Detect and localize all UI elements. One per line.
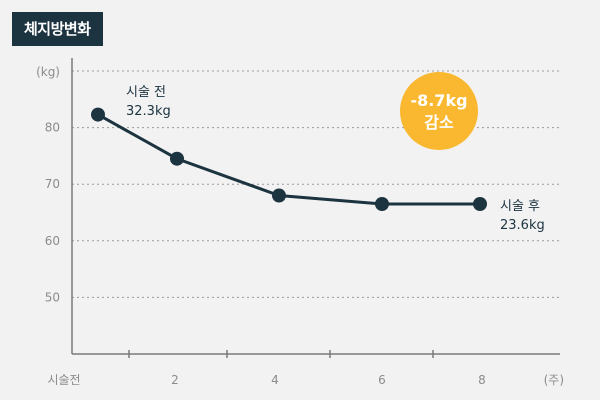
end-annotation-label: 시술 후 <box>500 199 540 214</box>
x-tick-label: 2 <box>171 373 179 387</box>
x-tick-label: 6 <box>378 373 386 387</box>
x-tick-label: 8 <box>478 373 486 387</box>
data-point <box>91 107 105 122</box>
x-unit-label: (주) <box>544 373 564 387</box>
y-tick-label: 80 <box>45 121 60 135</box>
chart-title: 체지방변화 <box>12 12 103 46</box>
data-points <box>91 107 487 212</box>
y-tick-label: 50 <box>45 290 60 304</box>
y-tick-labels: 50 60 70 80 <box>45 121 60 305</box>
y-tick-label: 60 <box>45 234 60 248</box>
end-annotation-value: 23.6kg <box>500 218 545 233</box>
start-annotation-label: 시술 전 <box>126 85 166 100</box>
data-point <box>170 151 184 166</box>
start-annotation-value: 32.3kg <box>126 104 171 119</box>
x-tick-label: 시술전 <box>47 373 80 387</box>
data-point <box>272 188 286 203</box>
data-point <box>375 197 389 212</box>
x-tick-labels: 시술전 2 4 6 8 <box>47 373 485 387</box>
axis-layer <box>71 58 560 358</box>
grid-layer <box>72 70 560 298</box>
x-tick-label: 4 <box>271 373 279 387</box>
y-unit-label: (kg) <box>36 65 60 79</box>
badge-caption: 감소 <box>424 113 454 132</box>
badge-circle <box>400 72 478 150</box>
data-point <box>473 197 487 212</box>
y-tick-label: 70 <box>45 177 60 191</box>
reduction-badge: -8.7kg 감소 <box>400 72 478 150</box>
badge-amount: -8.7kg <box>410 91 467 110</box>
